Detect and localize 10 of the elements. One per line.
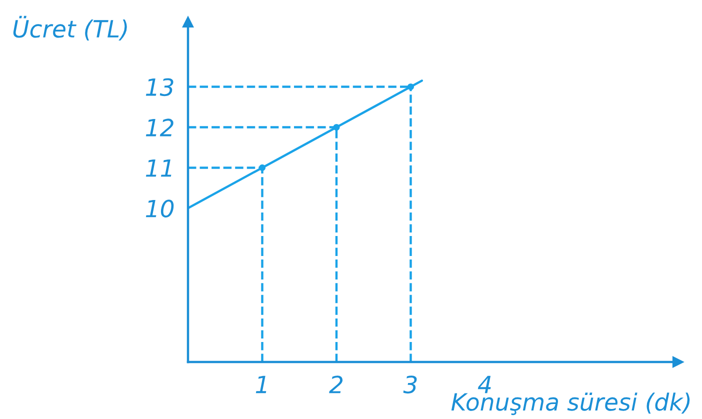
y-tick-label: 10: [146, 200, 174, 218]
x-tick-label: 3: [403, 376, 417, 394]
y-tick-label: 13: [146, 78, 174, 96]
x-axis-title: Konuşma süresi (dk): [451, 392, 690, 416]
x-tick-label: 1: [256, 376, 266, 394]
x-tick-label: 4: [478, 376, 491, 394]
y-axis-title: Ücret (TL): [13, 16, 127, 41]
y-tick-label: 11: [146, 159, 172, 177]
x-tick-label: 2: [329, 376, 343, 394]
y-tick-label: 12: [146, 118, 174, 136]
